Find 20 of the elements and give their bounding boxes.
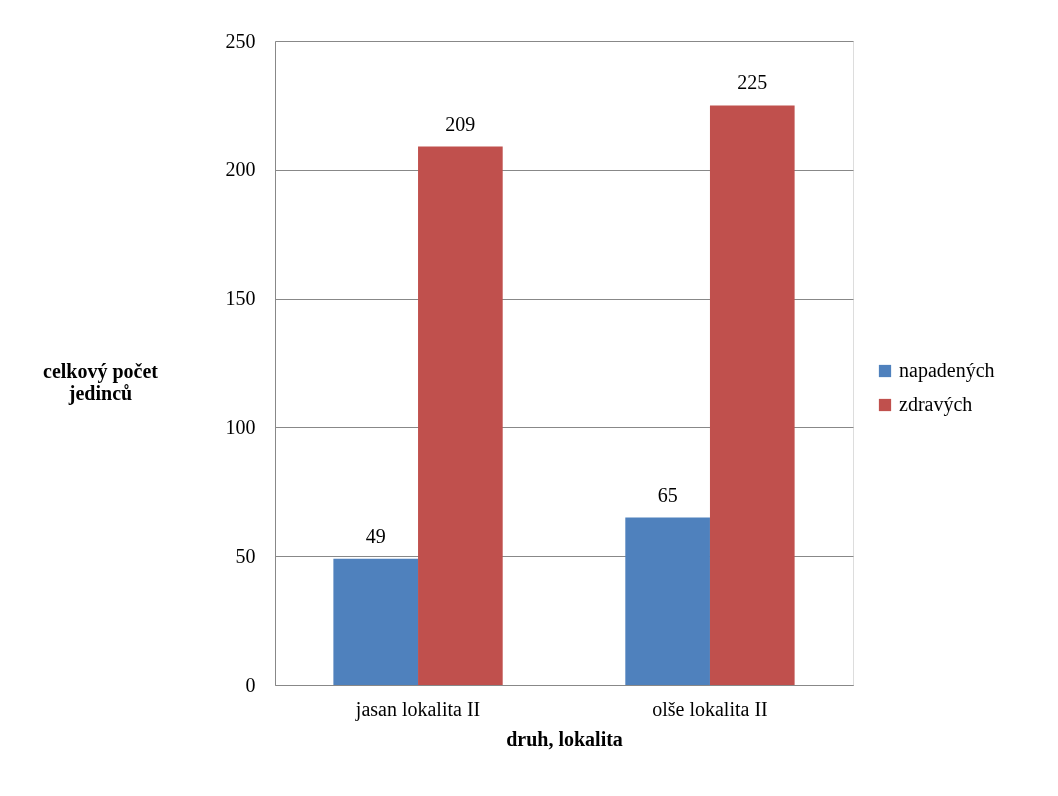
x-tick-label: olše lokalita II <box>652 697 768 720</box>
y-tick-label: 150 <box>225 287 256 310</box>
legend-label: zdravých <box>899 393 973 416</box>
y-tick-label: 0 <box>245 673 256 696</box>
data-label: 49 <box>365 524 386 547</box>
bar <box>625 517 710 685</box>
x-axis-title: druh, lokalita <box>506 727 623 750</box>
y-tick-label: 50 <box>235 544 256 567</box>
bar <box>709 105 795 685</box>
y-axis-title: celkový počet jedinců <box>43 359 159 405</box>
x-tick-label: jasan lokalita II <box>354 697 481 721</box>
bar <box>333 558 419 685</box>
y-tick-label: 250 <box>225 29 256 52</box>
bar <box>418 146 503 685</box>
y-tick-label: 100 <box>225 415 256 438</box>
data-label: 225 <box>737 71 768 94</box>
y-tick-label: 200 <box>225 158 256 181</box>
data-label: 65 <box>657 483 678 506</box>
data-label: 209 <box>445 112 476 135</box>
legend-label: napadených <box>899 359 995 382</box>
